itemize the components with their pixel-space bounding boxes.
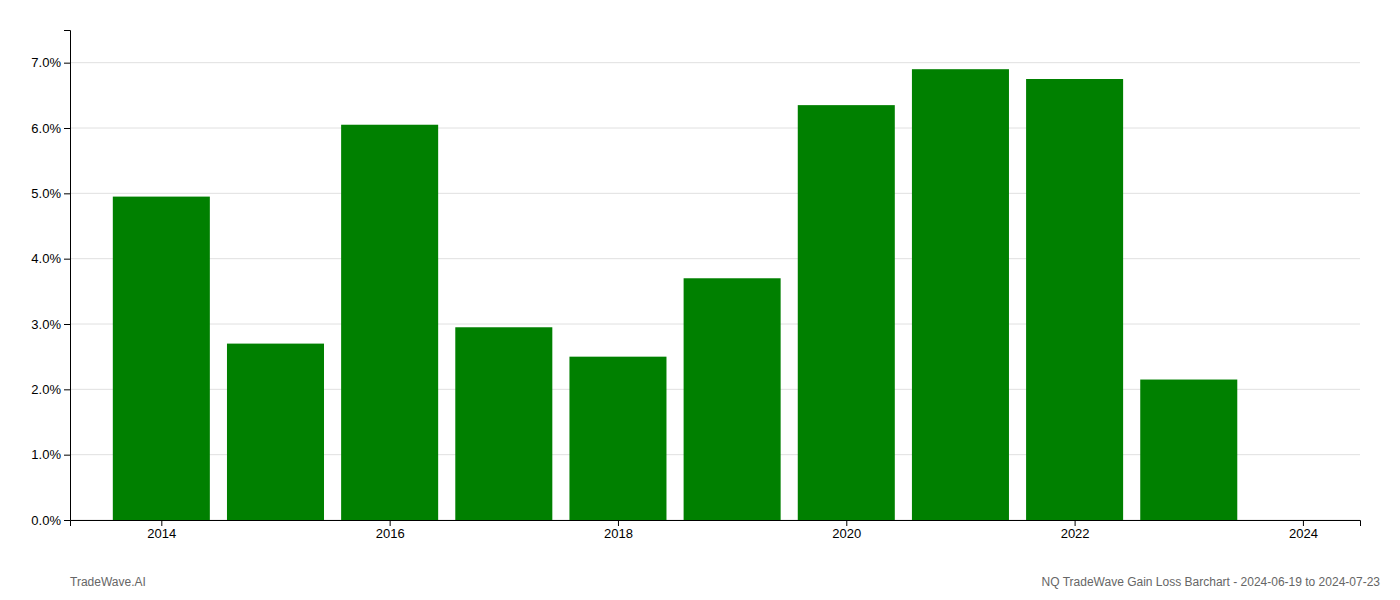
footer: TradeWave.AI NQ TradeWave Gain Loss Barch… [70,575,1380,589]
y-tick-label: 2.0% [31,382,61,397]
x-tick: 2014 [147,520,176,541]
bar [455,327,552,520]
y-axis: 0.0% 1.0% 2.0% 3.0% 4.0% 5.0% 6.0% 7.0% [31,31,70,528]
y-axis-line [64,31,71,521]
grid-line [70,258,1360,259]
y-tick-label: 4.0% [31,251,61,266]
y-tick-label: 6.0% [31,121,61,136]
y-tick-label: 3.0% [31,317,61,332]
bar [684,278,781,520]
grid [70,63,1360,520]
y-tick-mark [64,259,70,260]
footer-text: NQ TradeWave Gain Loss Barchart - 2024-0… [1042,575,1381,589]
x-tick-label: 2022 [1061,526,1090,541]
x-tick: 2018 [604,520,633,541]
x-tick-label: 2020 [832,526,861,541]
bar [113,197,210,520]
y-tick: 6.0% [31,121,70,136]
bar [341,125,438,520]
x-tick-mark [161,520,162,526]
x-tick-mark [618,520,619,526]
y-tick: 2.0% [31,382,70,397]
x-tick: 2022 [1061,520,1090,541]
x-tick-label: 2014 [147,526,176,541]
y-tick-mark [64,63,70,64]
bar [227,344,324,520]
y-tick-label: 7.0% [31,55,61,70]
grid-line [70,128,1360,129]
bar [1140,380,1237,520]
bar [569,357,666,520]
bar [912,69,1009,520]
y-tick-mark [64,389,70,390]
x-tick-mark [390,520,391,526]
y-tick: 1.0% [31,447,70,462]
y-tick: 7.0% [31,55,70,70]
y-tick-label: 0.0% [31,513,61,528]
plot: 0.0% 1.0% 2.0% 3.0% 4.0% 5.0% 6.0% 7.0% 2014 2016… [31,31,1360,542]
x-axis: 2014 2016 2018 2020 2022 2024 [71,520,1361,541]
y-tick-mark [64,193,70,194]
x-tick-mark [1303,520,1304,526]
y-tick-mark [64,324,70,325]
y-tick-mark [64,520,70,521]
chart: 0.0% 1.0% 2.0% 3.0% 4.0% 5.0% 6.0% 7.0% 2014 2016… [0,0,1400,600]
y-tick-mark [64,128,70,129]
x-tick-label: 2024 [1289,526,1318,541]
y-tick-mark [64,455,70,456]
y-tick: 5.0% [31,186,70,201]
x-tick: 2020 [832,520,861,541]
bar [798,105,895,520]
page: {"chart_data": {"type": "bar", "x": [201… [0,0,1400,600]
bar [1026,79,1123,520]
x-tick: 2016 [376,520,405,541]
x-tick-label: 2018 [604,526,633,541]
x-tick-label: 2016 [376,526,405,541]
x-tick-mark [1075,520,1076,526]
y-tick: 0.0% [31,513,70,528]
y-tick: 3.0% [31,317,70,332]
footer-text: TradeWave.AI [70,575,146,589]
y-tick-label: 5.0% [31,186,61,201]
x-tick: 2024 [1289,520,1318,541]
x-tick-mark [846,520,847,526]
grid-line [70,62,1360,63]
y-tick-label: 1.0% [31,447,61,462]
grid-line [70,193,1360,194]
x-axis-line [71,521,1361,527]
bars [113,69,1237,520]
y-tick: 4.0% [31,251,70,266]
